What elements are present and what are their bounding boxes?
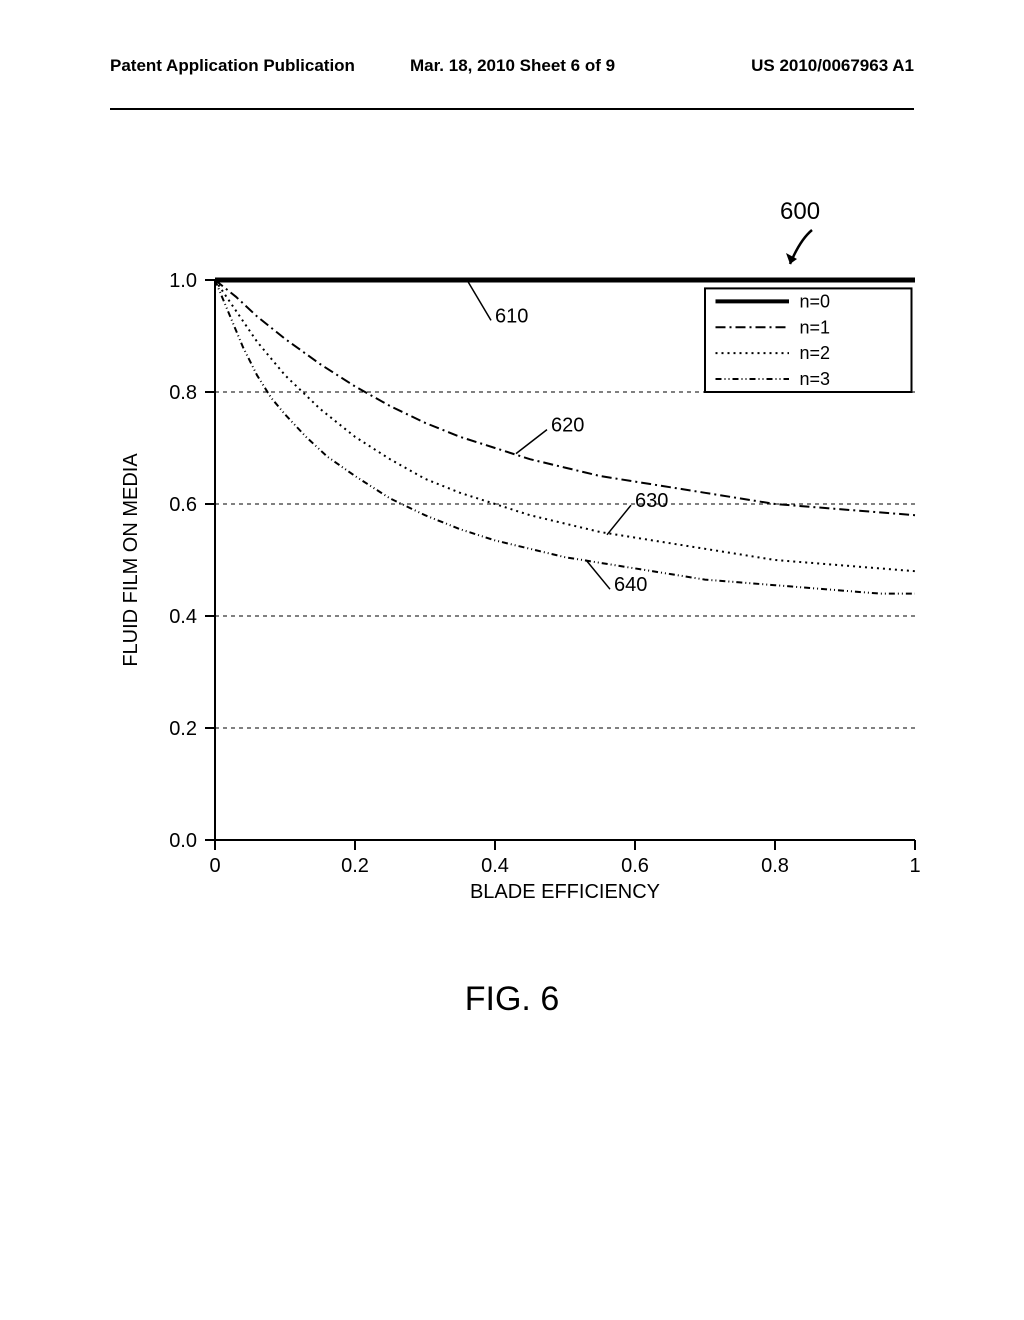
page-header: Patent Application Publication Mar. 18, … [110, 78, 914, 110]
callout-620: 620 [551, 415, 584, 437]
legend-label: n=2 [800, 343, 831, 363]
svg-text:0.2: 0.2 [169, 718, 197, 740]
svg-text:0.4: 0.4 [169, 606, 197, 628]
svg-text:0.2: 0.2 [341, 855, 369, 877]
svg-text:1: 1 [909, 855, 920, 877]
header-left: Patent Application Publication [110, 56, 355, 76]
figure-reference-number: 600 [780, 198, 820, 226]
legend-label: n=1 [800, 317, 831, 337]
header-mid: Mar. 18, 2010 Sheet 6 of 9 [410, 56, 615, 76]
svg-text:0.4: 0.4 [481, 855, 509, 877]
svg-text:BLADE EFFICIENCY: BLADE EFFICIENCY [470, 881, 660, 903]
callout-640: 640 [614, 574, 647, 596]
header-right: US 2010/0067963 A1 [751, 56, 914, 76]
reference-arrow-icon [780, 226, 820, 270]
svg-text:0: 0 [209, 855, 220, 877]
legend-label: n=3 [800, 369, 831, 389]
svg-text:1.0: 1.0 [169, 270, 197, 292]
efficiency-chart: 0.0 0.2 0.4 0.6 0.8 1.0 0 0.2 0.4 0.6 0.8 1 BLADE EF… [100, 270, 920, 910]
svg-text:0.8: 0.8 [761, 855, 789, 877]
callout-630: 630 [635, 490, 668, 512]
figure-caption: FIG. 6 [0, 980, 1024, 1019]
page: Patent Application Publication Mar. 18, … [0, 0, 1024, 1320]
svg-text:FLUID FILM ON MEDIA: FLUID FILM ON MEDIA [120, 453, 142, 667]
svg-text:0.0: 0.0 [169, 830, 197, 852]
svg-text:0.6: 0.6 [621, 855, 649, 877]
svg-text:0.8: 0.8 [169, 382, 197, 404]
legend-label: n=0 [800, 291, 831, 311]
callout-610: 610 [495, 305, 528, 327]
svg-text:0.6: 0.6 [169, 494, 197, 516]
chart-container: 0.0 0.2 0.4 0.6 0.8 1.0 0 0.2 0.4 0.6 0.8 1 BLADE EF… [100, 270, 920, 910]
